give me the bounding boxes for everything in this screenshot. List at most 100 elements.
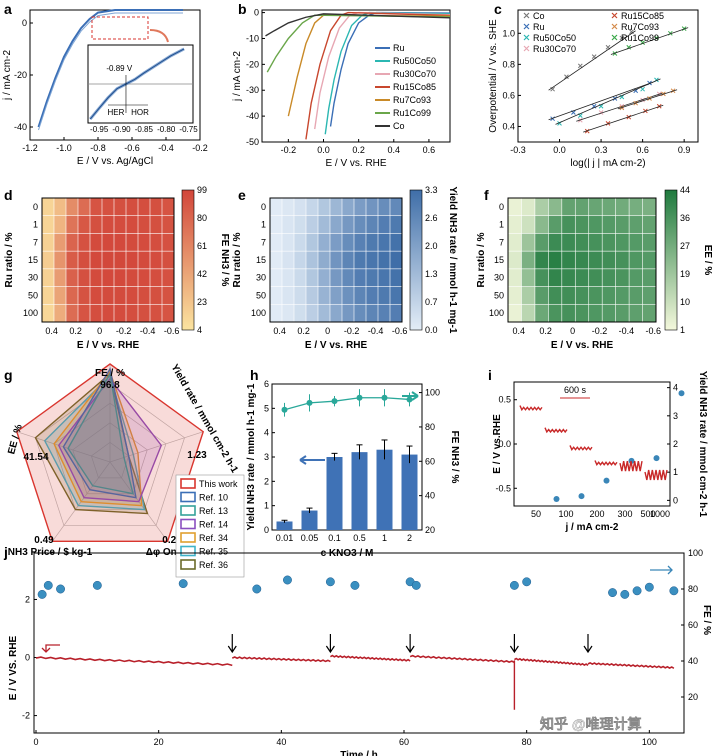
row-label: 100 xyxy=(251,308,266,318)
fe-point xyxy=(632,586,642,596)
legend-marker-Ru50Co50 xyxy=(523,34,530,41)
legend-label-Ref. 10: Ref. 10 xyxy=(199,493,228,503)
heatmap-cell xyxy=(329,233,343,252)
row-label: 7 xyxy=(499,237,504,247)
heatmap-cell xyxy=(628,303,644,323)
panel-label-b: b xyxy=(238,1,247,17)
heatmap-cell xyxy=(53,233,67,252)
potential-step xyxy=(569,445,593,451)
heatmap-cell xyxy=(161,197,175,217)
fe-point xyxy=(92,580,102,590)
heatmap-cell xyxy=(507,250,523,270)
y-tick-label: -40 xyxy=(14,122,27,132)
y2-axis-label: FE NH3 / % xyxy=(449,431,460,484)
heatmap-cell xyxy=(389,233,403,252)
heatmap-cell xyxy=(365,286,379,305)
legend-label-Ru: Ru xyxy=(533,22,545,32)
fe-point xyxy=(252,584,262,594)
radar-grid xyxy=(90,441,130,479)
heatmap-cell xyxy=(341,197,355,217)
heatmap-cell xyxy=(101,233,115,252)
heatmap-cell xyxy=(561,286,576,305)
radar-axis-value: 0.49 xyxy=(34,535,54,546)
panel-d: 0 1 7 15 30 50 100 0.4 0.2 0 -0.2 -0.4 -0.6 E / V vs.… xyxy=(4,185,230,351)
heatmap-cell xyxy=(137,215,151,235)
x-tick-label: -0.2 xyxy=(192,143,208,153)
heatmap-cell xyxy=(149,215,163,235)
fe-point xyxy=(411,580,421,590)
heatmap-cell xyxy=(125,233,139,252)
heatmap-cell xyxy=(534,268,549,288)
heatmap-cell xyxy=(149,197,163,217)
colorbar xyxy=(181,189,195,331)
x-tick-label: 0.2 xyxy=(352,145,365,155)
heatmap-cell xyxy=(615,233,630,252)
heatmap-cell xyxy=(377,233,391,252)
data-point-Ru50Co50 xyxy=(640,86,645,92)
heatmap-cell xyxy=(329,303,343,323)
legend-marker-Ru xyxy=(523,23,530,30)
heatmap-cell xyxy=(341,303,355,323)
heatmap-cell xyxy=(137,286,151,305)
legend-swatch-Ref. 36 xyxy=(180,559,196,570)
colorbar-tick-label: 23 xyxy=(197,297,207,307)
heatmap-cell xyxy=(293,233,307,252)
x-tick-label: 200 xyxy=(589,509,604,519)
row-label: 0 xyxy=(33,202,38,212)
heatmap-cell xyxy=(89,303,103,323)
heatmap-cell xyxy=(41,286,55,305)
heatmap-cell xyxy=(642,197,657,217)
fe-point xyxy=(669,586,679,596)
heatmap-cell xyxy=(149,250,163,270)
heatmap-cell xyxy=(534,303,549,323)
heatmap-cell xyxy=(561,268,576,288)
potential-step xyxy=(594,460,618,467)
heatmap-cell xyxy=(305,286,319,305)
heatmap-cell xyxy=(161,303,175,323)
heatmap-cell xyxy=(89,215,103,235)
heatmap-cell xyxy=(642,250,657,270)
y-tick-label: -20 xyxy=(246,59,259,69)
inset-tick-label: -0.95 xyxy=(90,125,109,134)
heatmap-cell xyxy=(574,233,590,252)
heatmap-cell xyxy=(161,250,175,270)
colorbar-tick-label: 99 xyxy=(197,185,207,195)
heatmap-cell xyxy=(341,268,355,288)
yield-point xyxy=(628,457,635,464)
heatmap-cell xyxy=(161,233,175,252)
heatmap-cell xyxy=(601,286,617,305)
heatmap-cell xyxy=(113,250,127,270)
heatmap-cell xyxy=(317,250,331,270)
x-tick-label: 0.6 xyxy=(423,145,436,155)
yield-point xyxy=(603,477,610,484)
arrow-left xyxy=(299,455,325,465)
heatmap-cell xyxy=(329,197,343,217)
x-tick-label: -1.2 xyxy=(22,143,38,153)
x-tick-label: -0.3 xyxy=(510,145,526,155)
heatmap-cell xyxy=(548,268,563,288)
panel-a: -1.2 -1.0 -0.8 -0.6 -0.4 -0.2 -40 -20 0 E / V vs.… xyxy=(2,9,208,167)
arrow-left xyxy=(41,644,60,653)
heatmap-cell xyxy=(353,286,367,305)
x-tick-label: -0.6 xyxy=(164,326,180,336)
restart-arrow xyxy=(227,634,237,654)
y-tick-label: 6 xyxy=(264,379,269,389)
x-axis-label: E / V vs. RHE xyxy=(551,340,614,351)
heatmap-cell xyxy=(89,268,103,288)
colorbar-tick-label: 44 xyxy=(680,185,690,195)
y-tick-label: 0.4 xyxy=(502,121,515,131)
heatmap-cell xyxy=(269,215,283,235)
heatmap-cell xyxy=(101,250,115,270)
data-point-Co xyxy=(564,74,569,80)
heatmap-cell xyxy=(161,215,175,235)
fit-line-Ru30Co70 xyxy=(576,92,664,122)
heatmap-cell xyxy=(293,303,307,323)
legend-label-Ref. 13: Ref. 13 xyxy=(199,506,228,516)
x-tick-label: 40 xyxy=(276,737,286,747)
heatmap-cell xyxy=(377,286,391,305)
heatmap-cell xyxy=(389,268,403,288)
panel-j: 0 20 40 60 80 100 -2 0 2 20 40 60 80 100 Time / h E / V… xyxy=(8,548,712,756)
x-axis-label: E / V vs. RHE xyxy=(305,340,368,351)
heatmap-cell xyxy=(389,286,403,305)
y-tick-label: 2 xyxy=(25,594,30,604)
